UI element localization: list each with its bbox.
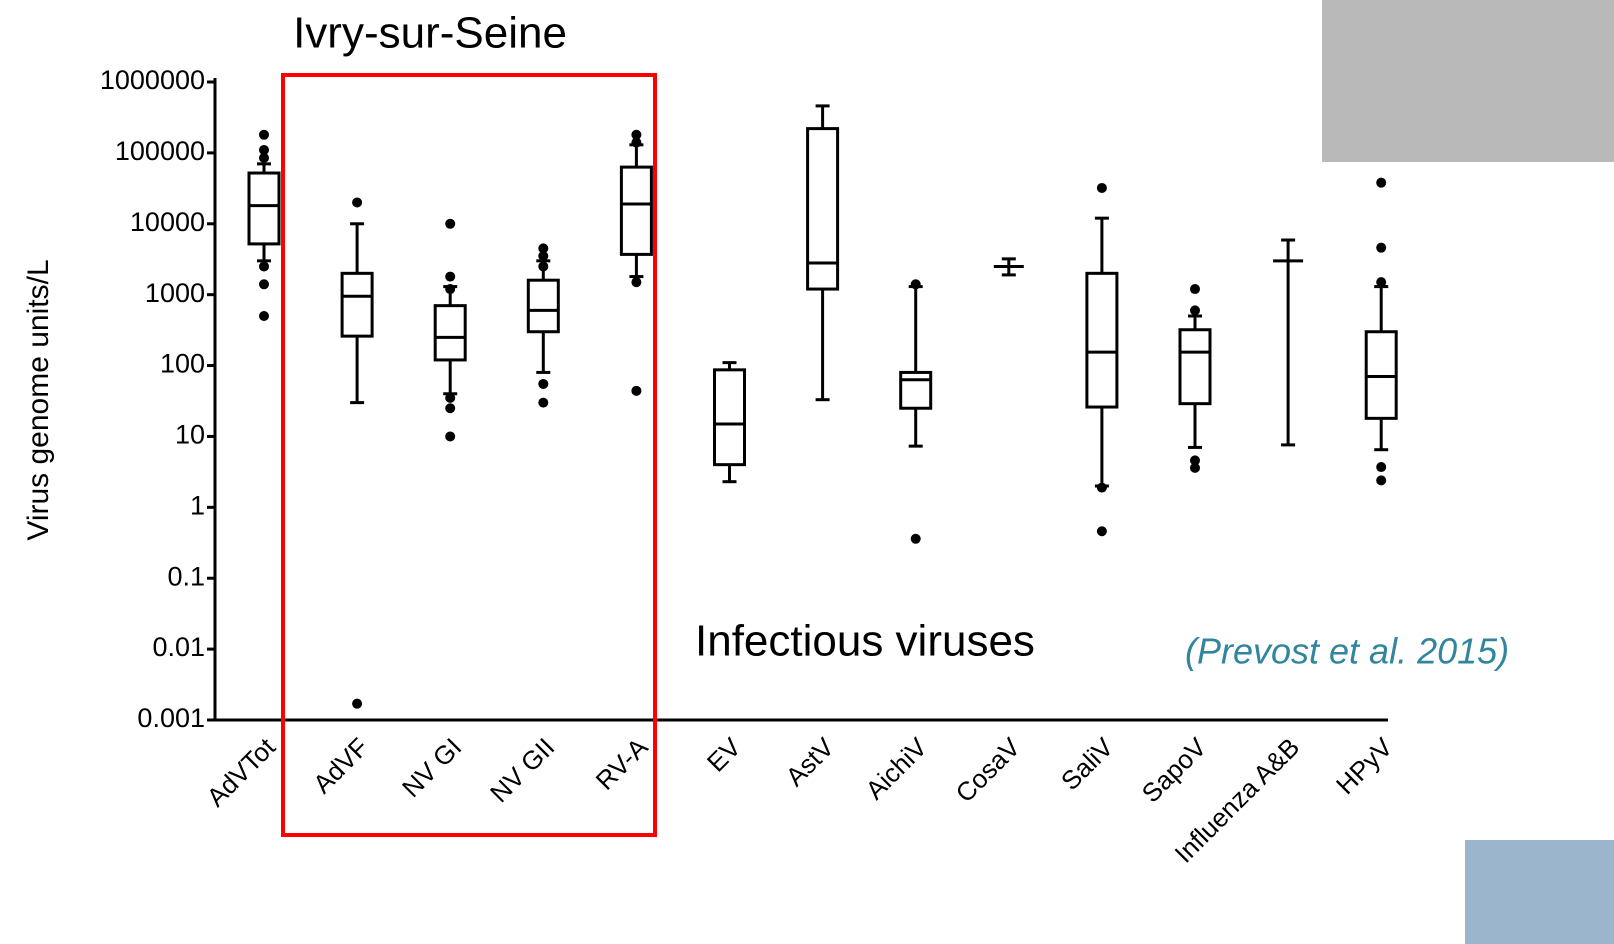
x-tick-label: NV GII	[484, 732, 560, 808]
y-tick-label: 1000	[145, 278, 205, 308]
x-tick-label: CosaV	[950, 731, 1027, 808]
y-tick-label: 1	[190, 490, 205, 520]
outlier	[259, 311, 269, 322]
cell-photo	[1465, 840, 1614, 944]
outlier	[1190, 455, 1200, 466]
box	[433, 304, 467, 362]
outlier	[538, 378, 549, 389]
box	[619, 165, 653, 256]
y-axis-label: Virus genome units/L	[22, 259, 55, 540]
outlier	[631, 137, 642, 148]
box	[713, 368, 746, 467]
y-tick-label: 10000	[130, 207, 205, 237]
outlier	[538, 243, 549, 254]
y-tick-label: 0.01	[152, 632, 205, 662]
outlier	[538, 251, 549, 262]
outlier	[1376, 462, 1387, 473]
x-tick-label: SaliV	[1055, 731, 1120, 796]
x-tick-label: HPyV	[1330, 731, 1399, 800]
outlier	[259, 261, 269, 272]
citation: (Prevost et al. 2015)	[1185, 631, 1509, 672]
box	[1178, 328, 1212, 406]
outlier	[352, 197, 363, 208]
y-tick-label: 100000	[115, 136, 205, 166]
outlier	[259, 152, 269, 163]
highlight-box	[281, 73, 657, 837]
box	[247, 171, 281, 246]
y-tick-label: 0.1	[167, 561, 205, 591]
outlier	[1190, 284, 1200, 295]
outlier	[259, 129, 269, 140]
outlier	[352, 698, 363, 709]
outlier	[631, 385, 642, 396]
outlier	[445, 218, 456, 229]
outlier	[445, 271, 456, 282]
outlier	[445, 392, 456, 403]
y-tick-label: 0.001	[137, 703, 205, 733]
outlier	[910, 279, 921, 290]
outlier	[259, 144, 269, 155]
outlier	[445, 403, 456, 414]
outlier	[1376, 277, 1387, 288]
outlier	[631, 277, 642, 288]
box	[806, 127, 840, 291]
outlier	[538, 397, 549, 408]
outlier	[631, 129, 642, 140]
y-tick-label: 100	[160, 349, 205, 379]
outlier	[1376, 177, 1387, 188]
box	[1085, 271, 1119, 409]
box	[526, 278, 560, 334]
outlier	[1376, 242, 1387, 253]
outlier	[1096, 526, 1107, 537]
outlier	[538, 261, 549, 272]
box	[899, 370, 933, 410]
outlier	[1190, 462, 1200, 473]
x-tick-label: AdVTot	[201, 731, 282, 812]
virus-photo	[1322, 0, 1614, 162]
y-tick-label: 1000000	[100, 65, 205, 95]
chart-title: Ivry-sur-Seine	[293, 9, 567, 58]
outlier	[445, 431, 456, 442]
annotation: Infectious viruses	[695, 617, 1035, 666]
x-tick-label: AdVF	[307, 732, 374, 799]
outlier	[1096, 182, 1107, 193]
outlier	[1096, 482, 1107, 493]
box	[340, 271, 374, 338]
x-tick-label: AichiV	[859, 731, 933, 805]
x-tick-label: SapoV	[1136, 731, 1213, 808]
x-tick-label: EV	[701, 731, 747, 777]
outlier	[1190, 305, 1200, 316]
x-tick-label: AstV	[780, 731, 841, 792]
outlier	[910, 533, 921, 544]
outlier	[259, 279, 269, 290]
y-tick-label: 10	[175, 420, 205, 450]
outlier	[1376, 475, 1387, 486]
x-tick-label: NV GI	[396, 732, 467, 803]
outlier	[445, 284, 456, 295]
x-tick-label: RV-A	[590, 731, 654, 795]
